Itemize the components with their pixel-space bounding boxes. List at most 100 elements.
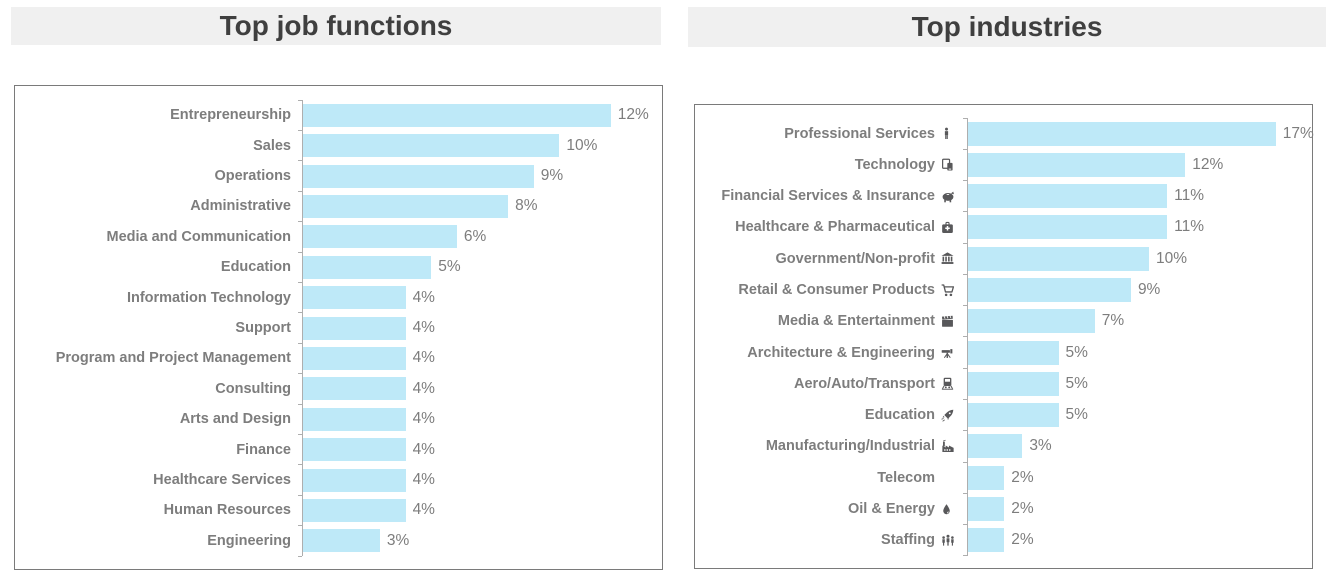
bar xyxy=(968,403,1059,428)
value-label: 4% xyxy=(412,440,435,458)
plot-area: 11% xyxy=(963,211,1312,244)
value-label: 2% xyxy=(1011,468,1034,486)
devices-icon xyxy=(940,157,967,172)
category-label: Retail & Consumer Products xyxy=(738,282,935,299)
chart-row: Aero/Auto/Transport 5% xyxy=(695,367,1312,400)
chart-row: Operations 9% xyxy=(15,160,662,192)
value-label: 4% xyxy=(412,379,435,397)
medical-bag-icon xyxy=(940,220,967,235)
chart-row: Finance 4% xyxy=(15,433,662,465)
chart-row: Technology 12% xyxy=(695,148,1312,181)
chart-row: Professional Services 17% xyxy=(695,117,1314,150)
chart-row: Entrepreneurship 12% xyxy=(15,99,662,131)
bar xyxy=(303,286,406,310)
shopping-cart-icon xyxy=(940,283,967,298)
value-label: 12% xyxy=(617,106,649,124)
bar xyxy=(303,529,380,553)
chart-row: Manufacturing/Industrial 3% xyxy=(695,430,1312,463)
surveyor-level-icon xyxy=(940,345,967,360)
plot-area: 12% xyxy=(963,148,1312,181)
category-label: Oil & Energy xyxy=(847,501,935,518)
value-label: 4% xyxy=(412,288,435,306)
plot-area: 4% xyxy=(298,403,662,435)
category-label: Consulting xyxy=(215,380,291,397)
bar xyxy=(968,465,1005,490)
chart-row: Engineering 3% xyxy=(15,525,662,558)
chart-row: Oil & Energy 2% xyxy=(695,492,1312,525)
chart-row: Healthcare & Pharmaceutical 11% xyxy=(695,211,1312,244)
category-label: Administrative xyxy=(190,198,291,215)
chart-row: Telecom 2% xyxy=(695,461,1312,494)
plot-area: 7% xyxy=(963,305,1312,337)
bar xyxy=(968,309,1095,334)
category-label: Financial Services & Insurance xyxy=(721,188,935,205)
train-icon xyxy=(940,376,967,391)
industries-title: Top industries xyxy=(911,11,1103,42)
category-label: Human Resources xyxy=(163,502,291,519)
category-label: Support xyxy=(235,320,291,337)
plot-area: 12% xyxy=(298,99,662,131)
plot-area: 4% xyxy=(298,433,662,465)
value-label: 11% xyxy=(1174,187,1205,205)
chart-row: Media and Communication 6% xyxy=(15,221,662,253)
plot-area: 9% xyxy=(298,160,662,192)
value-label: 5% xyxy=(438,258,461,276)
category-label: Staffing xyxy=(881,532,935,549)
industries-title-band: Top industries xyxy=(688,7,1326,47)
job-functions-title-band: Top job functions xyxy=(11,7,661,45)
chart-row: Consulting 4% xyxy=(15,373,662,405)
clapperboard-icon xyxy=(940,314,967,329)
bar xyxy=(303,316,406,340)
job-functions-rows: Entrepreneurship 12% Sales 10% Operations 9% A… xyxy=(15,86,662,569)
category-label: Arts and Design xyxy=(179,411,291,428)
chart-row: Education 5% xyxy=(695,399,1312,431)
chart-row: Administrative 8% xyxy=(15,190,662,222)
plot-area: 8% xyxy=(298,190,662,222)
category-label: Government/Non-profit xyxy=(775,250,936,267)
chart-row: Government/Non-profit 10% xyxy=(695,242,1312,275)
plot-area: 3% xyxy=(963,430,1312,463)
value-label: 6% xyxy=(463,227,487,245)
people-icon xyxy=(940,533,967,548)
category-label: Technology xyxy=(854,156,935,173)
rocket-icon xyxy=(940,408,967,423)
category-label: Architecture & Engineering xyxy=(747,344,935,361)
bar xyxy=(303,407,406,431)
category-label: Finance xyxy=(236,441,291,458)
plot-area: 4% xyxy=(298,494,662,526)
plot-area: 2% xyxy=(963,461,1312,494)
bar xyxy=(968,215,1168,240)
value-label: 3% xyxy=(386,531,410,549)
plot-area: 5% xyxy=(298,251,662,283)
category-label: Operations xyxy=(214,168,291,185)
chart-row: Human Resources 4% xyxy=(15,494,662,526)
category-label: Telecom xyxy=(877,469,935,486)
bar xyxy=(968,371,1059,396)
value-label: 9% xyxy=(540,167,564,185)
bar xyxy=(303,498,406,522)
plot-area: 4% xyxy=(298,464,662,496)
chart-row: Healthcare Services 4% xyxy=(15,464,662,496)
bar xyxy=(968,278,1131,303)
bar xyxy=(303,164,534,188)
bar xyxy=(968,246,1150,271)
value-label: 5% xyxy=(1065,406,1088,424)
bar xyxy=(303,255,432,279)
plot-area: 5% xyxy=(963,336,1312,369)
chart-row: Financial Services & Insurance 11% xyxy=(695,180,1312,212)
category-label: Manufacturing/Industrial xyxy=(765,438,935,455)
bar xyxy=(303,468,406,492)
value-label: 4% xyxy=(412,349,435,367)
droplet-icon xyxy=(940,502,967,517)
value-label: 7% xyxy=(1101,312,1125,330)
job-functions-title: Top job functions xyxy=(219,10,453,41)
bar xyxy=(303,225,457,249)
plot-area: 17% xyxy=(963,117,1314,150)
chart-row: Staffing 2% xyxy=(695,524,1312,557)
category-label: Engineering xyxy=(207,532,291,549)
plot-area: 2% xyxy=(963,524,1312,557)
plot-area: 10% xyxy=(963,242,1312,275)
bar xyxy=(303,103,611,127)
plot-area: 4% xyxy=(298,281,662,313)
chart-row: Program and Project Management 4% xyxy=(15,342,662,374)
